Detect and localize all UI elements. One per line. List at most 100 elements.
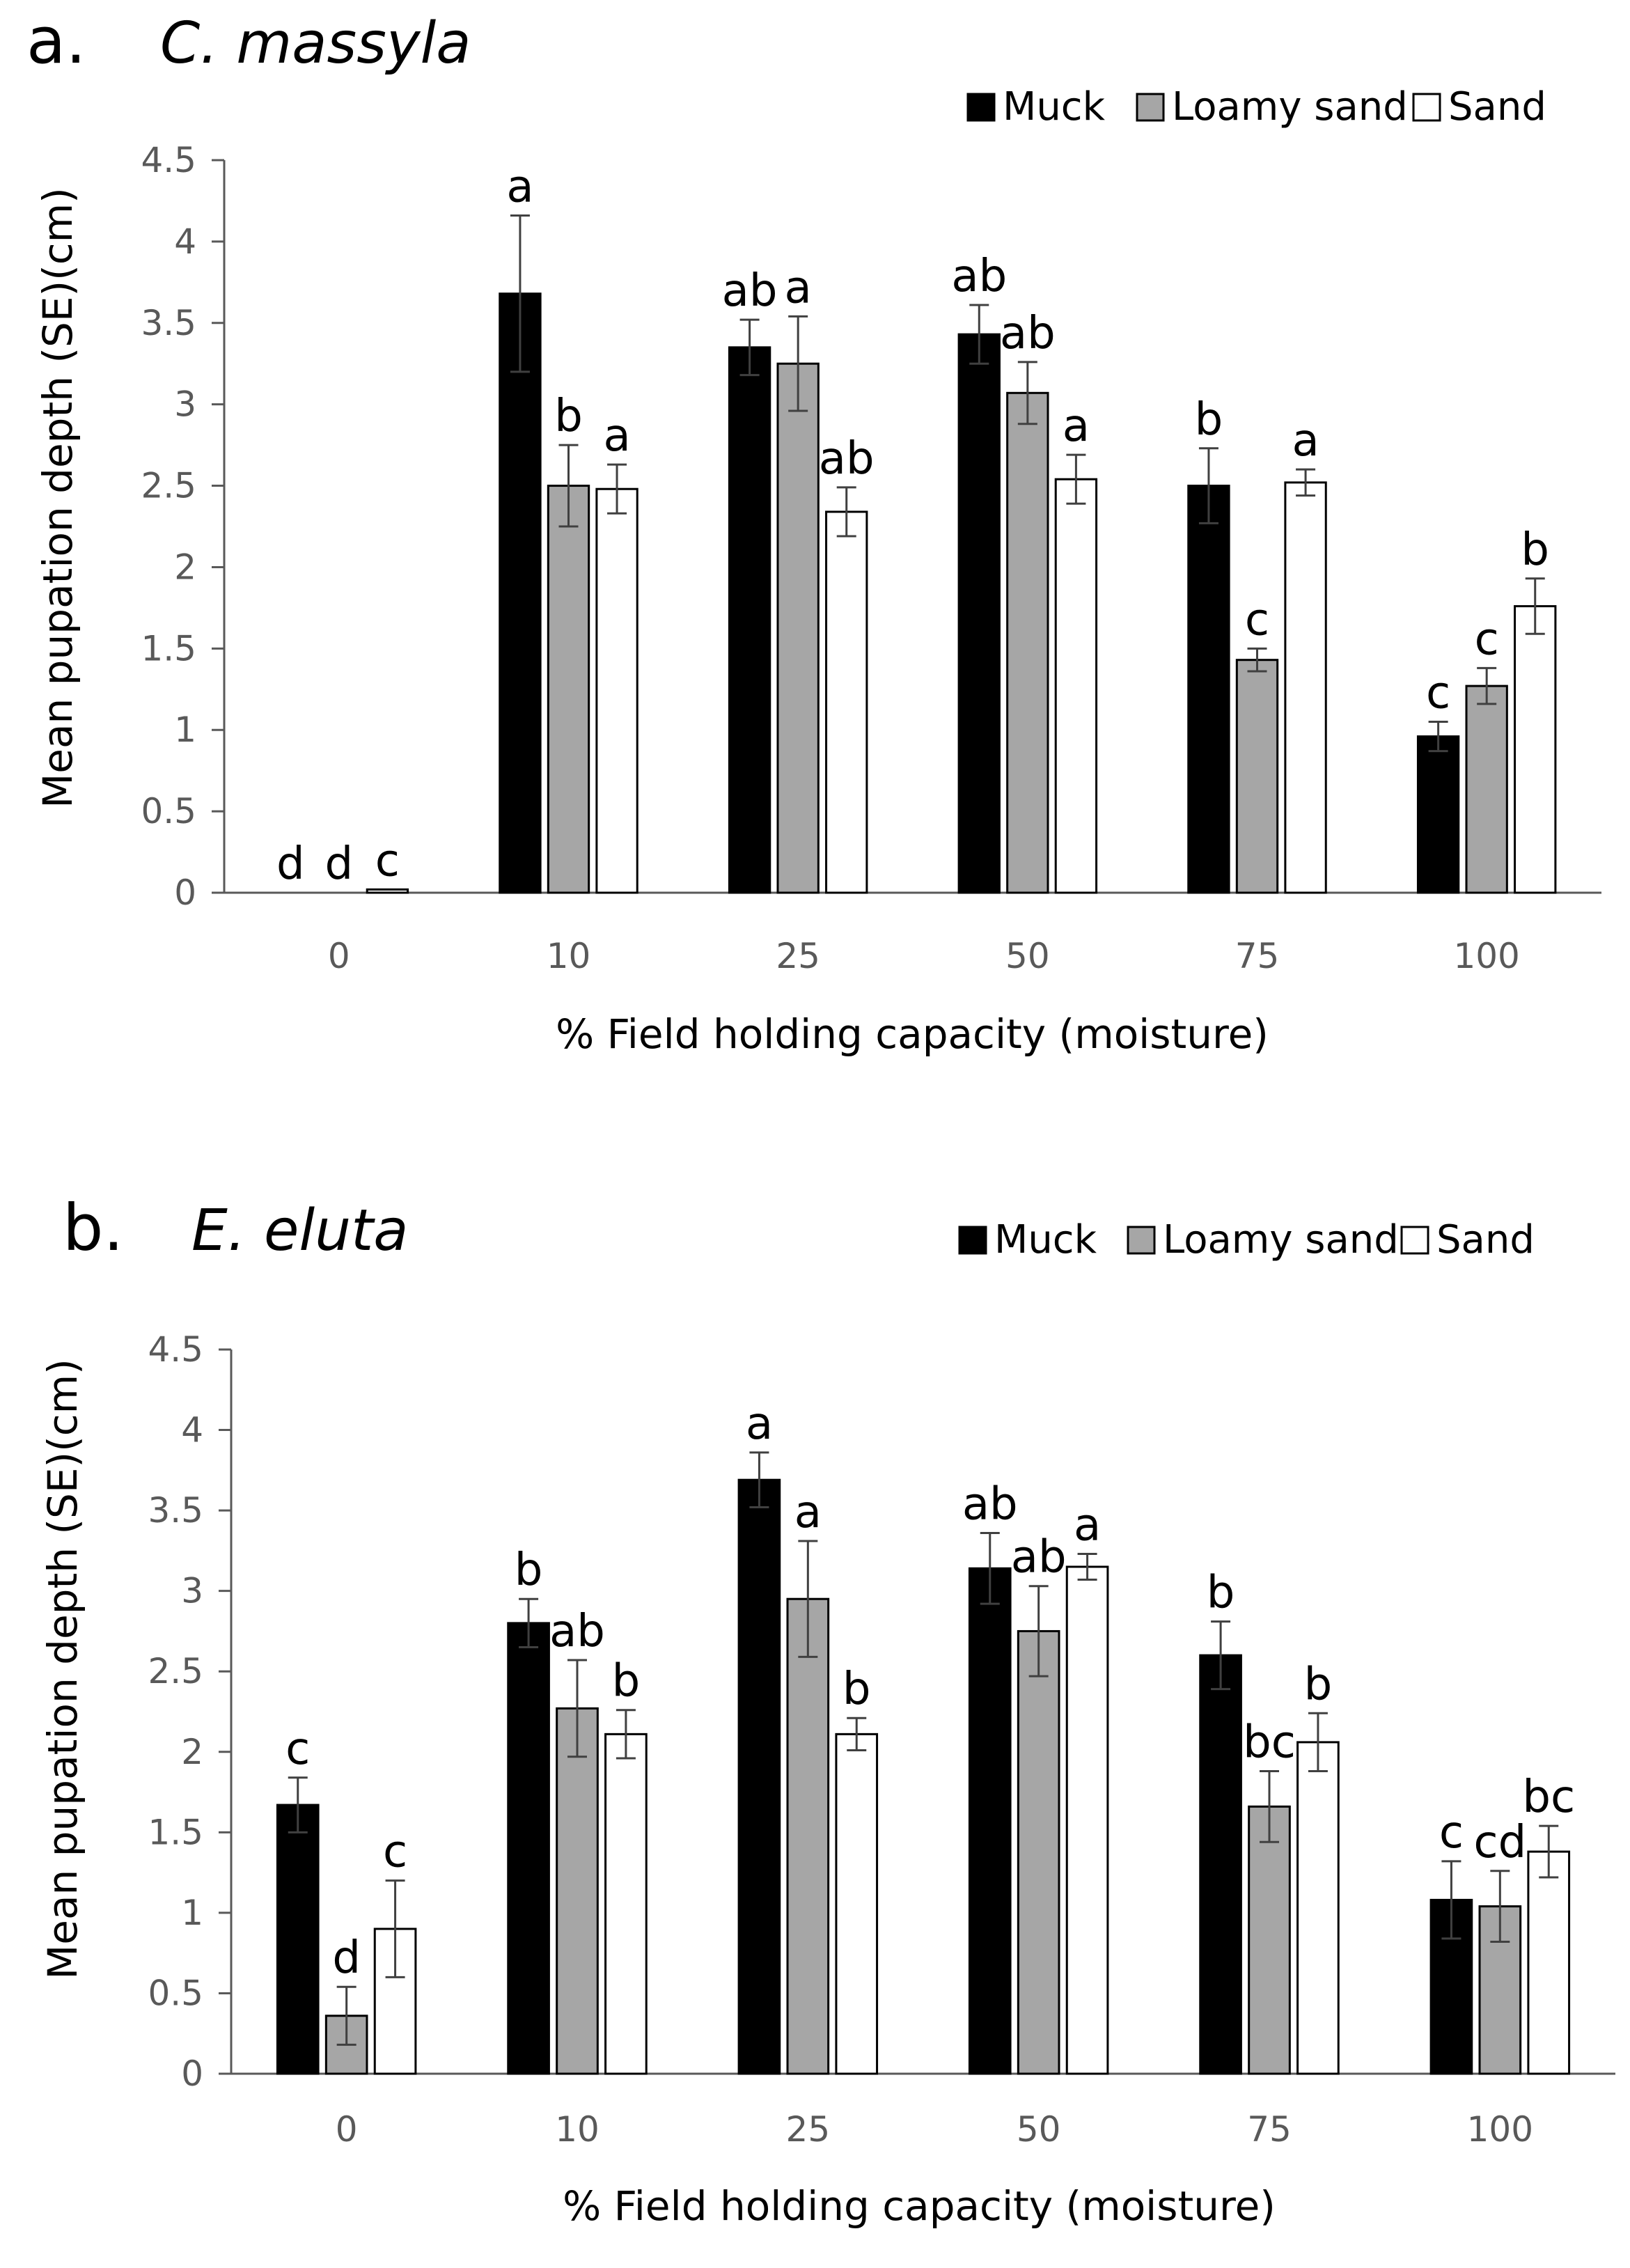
significance-letter: ab (819, 433, 875, 485)
bar-loamy-sand (776, 362, 820, 894)
y-tick-label: 0 (181, 2054, 203, 2094)
bar-loamy-sand (1465, 685, 1508, 894)
y-tick-label: 4 (174, 221, 196, 262)
legend-label-sand: Sand (1448, 84, 1546, 130)
x-tick-label: 0 (328, 936, 350, 976)
x-tick-label: 100 (1453, 936, 1519, 976)
significance-letter: a (1074, 1500, 1101, 1551)
bar-sand (1284, 481, 1327, 894)
bar-muck (276, 1804, 320, 2075)
legend-swatch-muck (958, 1226, 987, 1255)
legend: Muck Loamy sand Sand (958, 1217, 1535, 1262)
significance-letter: ab (549, 1606, 605, 1657)
significance-letter: bc (1522, 1772, 1575, 1823)
significance-letter: c (375, 835, 400, 886)
significance-letter: cd (1473, 1817, 1526, 1868)
x-axis-title: % Field holding capacity (moisture) (556, 1010, 1269, 1058)
x-tick-label: 10 (555, 2109, 600, 2150)
significance-letter: a (506, 161, 533, 212)
bar-muck (737, 1478, 781, 2075)
legend-label-loamy-sand: Loamy sand (1172, 84, 1408, 130)
x-tick-label: 10 (547, 936, 591, 976)
y-tick-label: 4.5 (148, 1329, 203, 1370)
bar-sand (366, 888, 409, 894)
legend-label-loamy-sand: Loamy sand (1163, 1217, 1399, 1262)
significance-letter: c (383, 1827, 407, 1878)
significance-letter: a (1063, 400, 1090, 452)
bar-sand (1527, 1850, 1571, 2075)
significance-letter: b (843, 1664, 871, 1715)
legend-label-muck: Muck (994, 1217, 1097, 1262)
x-tick-label: 75 (1247, 2109, 1292, 2150)
significance-letter: d (276, 838, 305, 890)
legend-label-muck: Muck (1003, 84, 1106, 130)
y-tick-label: 0.5 (148, 1973, 203, 2013)
legend-swatch-loamy-sand (1136, 93, 1165, 122)
bar-muck (1187, 485, 1230, 894)
legend-swatch-sand (1412, 93, 1441, 122)
x-tick-label: 25 (786, 2109, 831, 2150)
x-tick-label: 25 (776, 936, 820, 976)
y-axis-title: Mean pupation depth (SE)(cm) (39, 1359, 86, 1980)
bar-sand (1514, 605, 1557, 894)
significance-letter: a (603, 410, 630, 462)
bar-sand (1296, 1741, 1340, 2075)
bar-loamy-sand (1006, 391, 1049, 894)
significance-letter: a (1292, 415, 1319, 467)
bar-loamy-sand (1248, 1805, 1291, 2075)
bar-sand (595, 487, 638, 894)
panel-b-label: b. (63, 1191, 124, 1265)
panel-a-label: a. (26, 3, 86, 78)
significance-letter: a (785, 262, 812, 313)
panel-b-title: E. eluta (191, 1198, 409, 1264)
legend-label-sand: Sand (1436, 1217, 1535, 1262)
bar-sand (1065, 1565, 1109, 2075)
y-tick-label: 1.5 (148, 1812, 203, 1852)
significance-letter: ab (962, 1478, 1018, 1530)
y-tick-label: 3.5 (141, 303, 196, 343)
significance-letter: b (1207, 1567, 1235, 1619)
significance-letter: ab (1000, 308, 1056, 359)
bar-muck (1416, 735, 1460, 894)
panel-a-title: C. massyla (160, 10, 471, 77)
panel-a: a. C. massyla Muck Loamy sand Sand Mean … (26, 3, 1601, 1058)
significance-letter: a (746, 1398, 773, 1450)
x-tick-label: 50 (1017, 2109, 1061, 2150)
bar-loamy-sand (556, 1707, 599, 2075)
significance-letter: c (285, 1723, 310, 1775)
significance-letter: c (1439, 1807, 1464, 1859)
bar-muck (957, 333, 1001, 894)
legend-swatch-muck (966, 93, 996, 122)
bar-sand (825, 510, 868, 894)
significance-letter: b (515, 1544, 543, 1596)
x-tick-label: 75 (1235, 936, 1280, 976)
y-tick-label: 3.5 (148, 1490, 203, 1531)
legend: Muck Loamy sand Sand (966, 84, 1546, 130)
y-tick-label: 2.5 (141, 466, 196, 506)
bar-sand (1054, 478, 1098, 894)
y-tick-label: 1 (174, 710, 196, 750)
significance-letter: b (1521, 524, 1549, 576)
y-tick-label: 2.5 (148, 1651, 203, 1691)
significance-letter: b (554, 391, 583, 442)
y-tick-label: 1 (181, 1893, 203, 1933)
significance-letter: ab (951, 251, 1007, 302)
y-tick-label: 0 (174, 873, 196, 913)
x-tick-label: 0 (336, 2109, 358, 2150)
bar-muck (1199, 1654, 1242, 2075)
legend-swatch-loamy-sand (1127, 1226, 1156, 1255)
x-tick-label: 100 (1467, 2109, 1533, 2150)
bar-loamy-sand (1235, 659, 1279, 894)
bar-sand (604, 1733, 648, 2075)
bar-muck (968, 1567, 1012, 2075)
y-tick-label: 3 (181, 1571, 203, 1611)
significance-letter: ab (722, 265, 778, 317)
significance-letter: b (612, 1656, 641, 1707)
significance-letter: d (325, 838, 354, 890)
significance-letter: d (332, 1932, 361, 1984)
bar-loamy-sand (1017, 1629, 1060, 2075)
significance-letter: c (1245, 594, 1269, 646)
y-tick-label: 3 (174, 384, 196, 425)
